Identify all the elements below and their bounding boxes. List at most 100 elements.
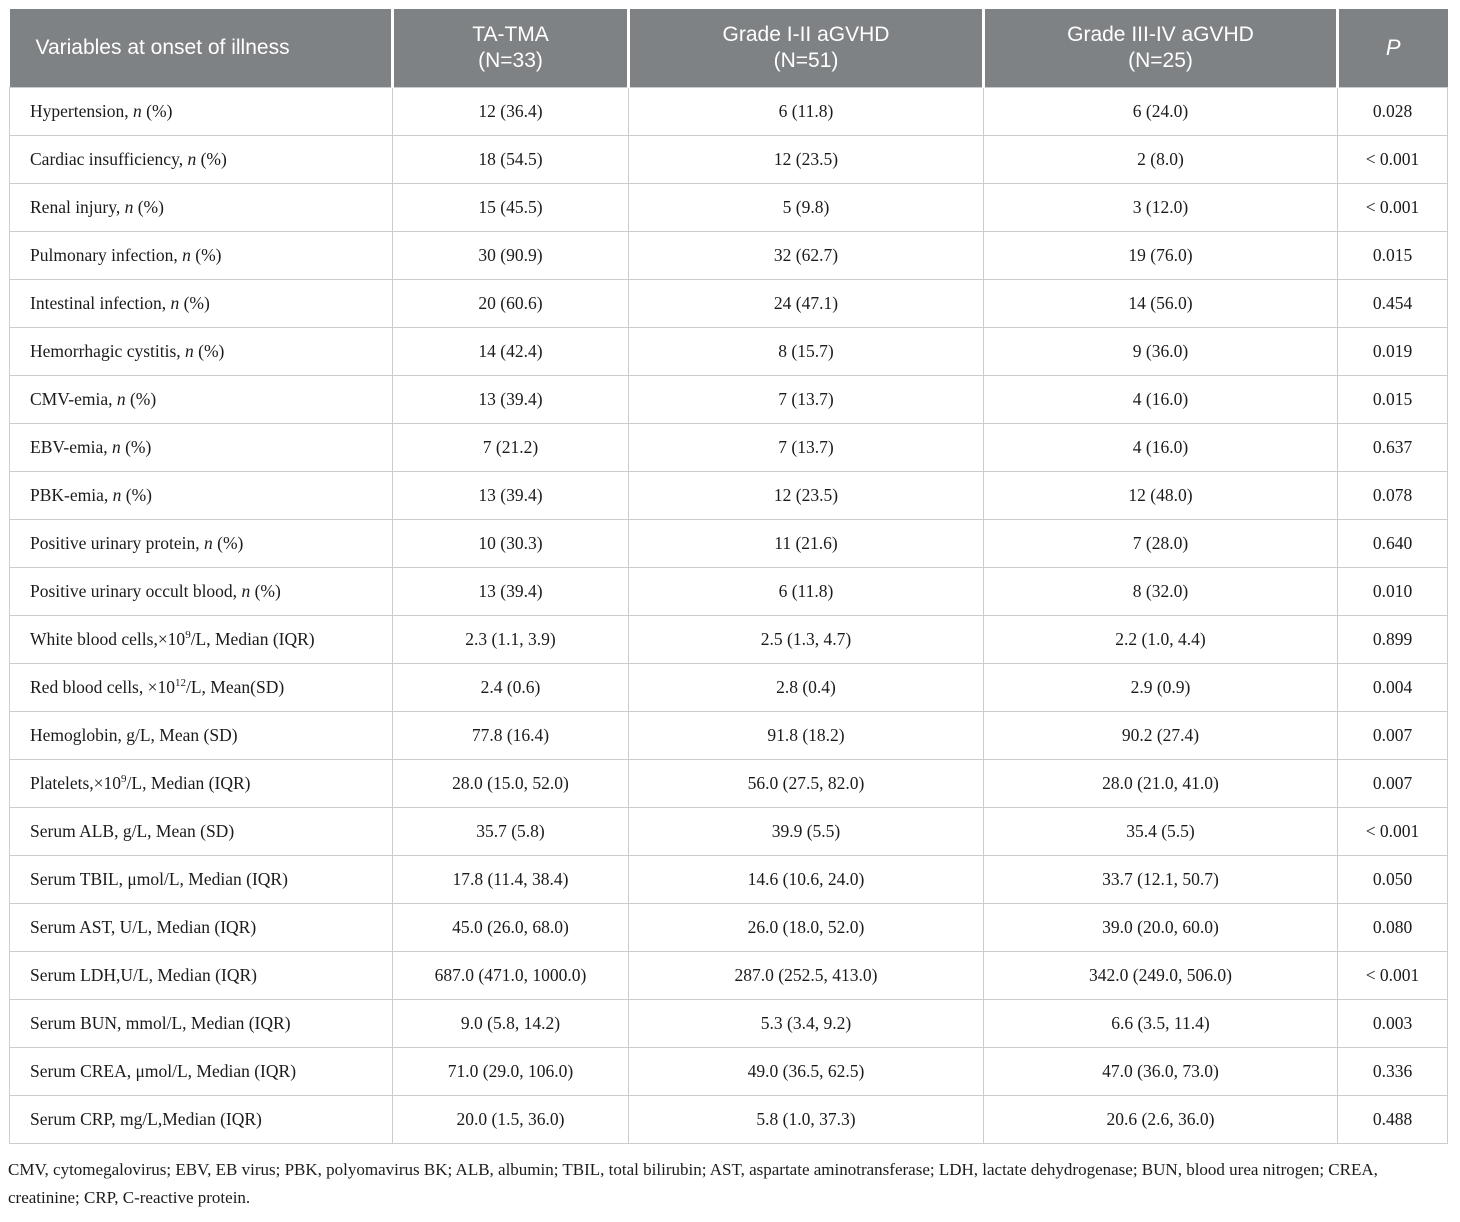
table-row: PBK-emia, n (%) 13 (39.4) 12 (23.5) 12 (48.… <box>9 471 1448 520</box>
value-cell: 32 (62.7) <box>628 231 984 280</box>
value-cell: 6 (24.0) <box>983 87 1338 136</box>
value-cell: 35.7 (5.8) <box>392 807 629 856</box>
p-value-cell: 0.080 <box>1337 903 1448 952</box>
p-value-cell: 0.637 <box>1337 423 1448 472</box>
row-label: White blood cells,×109/L, Median (IQR) <box>9 615 393 664</box>
table-row: Serum CREA, μmol/L, Median (IQR) 71.0 (29… <box>9 1047 1448 1096</box>
value-cell: 11 (21.6) <box>628 519 984 568</box>
value-cell: 2.2 (1.0, 4.4) <box>983 615 1338 664</box>
value-cell: 7 (13.7) <box>628 423 984 472</box>
value-cell: 33.7 (12.1, 50.7) <box>983 855 1338 904</box>
table-row: Serum CRP, mg/L,Median (IQR) 20.0 (1.5, 3… <box>9 1095 1448 1144</box>
p-value-cell: 0.015 <box>1337 231 1448 280</box>
row-label: Serum ALB, g/L, Mean (SD) <box>9 807 393 856</box>
value-cell: 71.0 (29.0, 106.0) <box>392 1047 629 1096</box>
value-cell: 287.0 (252.5, 413.0) <box>628 951 984 1000</box>
table-row: Positive urinary protein, n (%) 10 (30.3)… <box>9 519 1448 568</box>
value-cell: 7 (13.7) <box>628 375 984 424</box>
p-value-cell: 0.336 <box>1337 1047 1448 1096</box>
row-label: Hemorrhagic cystitis, n (%) <box>9 327 393 376</box>
value-cell: 5.3 (3.4, 9.2) <box>628 999 984 1048</box>
value-cell: 49.0 (36.5, 62.5) <box>628 1047 984 1096</box>
col-header-p-value: P <box>1336 9 1448 88</box>
p-value-cell: 0.078 <box>1337 471 1448 520</box>
row-label: Hypertension, n (%) <box>9 87 393 136</box>
value-cell: 6 (11.8) <box>628 87 984 136</box>
row-label: Serum CREA, μmol/L, Median (IQR) <box>9 1047 393 1096</box>
p-value-cell: 0.488 <box>1337 1095 1448 1144</box>
value-cell: 30 (90.9) <box>392 231 629 280</box>
value-cell: 8 (32.0) <box>983 567 1338 616</box>
value-cell: 2.4 (0.6) <box>392 663 629 712</box>
value-cell: 3 (12.0) <box>983 183 1338 232</box>
value-cell: 14.6 (10.6, 24.0) <box>628 855 984 904</box>
value-cell: 2.3 (1.1, 3.9) <box>392 615 629 664</box>
table-row: Positive urinary occult blood, n (%) 13 (… <box>9 567 1448 616</box>
row-label: PBK-emia, n (%) <box>9 471 393 520</box>
value-cell: 7 (28.0) <box>983 519 1338 568</box>
value-cell: 20 (60.6) <box>392 279 629 328</box>
value-cell: 13 (39.4) <box>392 375 629 424</box>
value-cell: 24 (47.1) <box>628 279 984 328</box>
p-value-cell: 0.007 <box>1337 759 1448 808</box>
p-value-cell: 0.899 <box>1337 615 1448 664</box>
value-cell: 12 (48.0) <box>983 471 1338 520</box>
value-cell: 77.8 (16.4) <box>392 711 629 760</box>
row-label: Intestinal infection, n (%) <box>9 279 393 328</box>
value-cell: 20.0 (1.5, 36.0) <box>392 1095 629 1144</box>
table-row: Hemorrhagic cystitis, n (%) 14 (42.4) 8 (1… <box>9 327 1448 376</box>
row-label: Positive urinary protein, n (%) <box>9 519 393 568</box>
p-value-cell: < 0.001 <box>1337 807 1448 856</box>
value-cell: 39.9 (5.5) <box>628 807 984 856</box>
p-value-cell: 0.019 <box>1337 327 1448 376</box>
value-cell: 687.0 (471.0, 1000.0) <box>392 951 629 1000</box>
row-label: Serum TBIL, μmol/L, Median (IQR) <box>9 855 393 904</box>
row-label: Positive urinary occult blood, n (%) <box>9 567 393 616</box>
value-cell: 9.0 (5.8, 14.2) <box>392 999 629 1048</box>
table-row: Serum BUN, mmol/L, Median (IQR) 9.0 (5.8,… <box>9 999 1448 1048</box>
table-footnote: CMV, cytomegalovirus; EBV, EB virus; PBK… <box>8 1160 1378 1207</box>
row-label: Renal injury, n (%) <box>9 183 393 232</box>
row-label: Serum AST, U/L, Median (IQR) <box>9 903 393 952</box>
value-cell: 18 (54.5) <box>392 135 629 184</box>
value-cell: 35.4 (5.5) <box>983 807 1338 856</box>
table-row: Red blood cells, ×1012/L, Mean(SD) 2.4 (0… <box>9 663 1448 712</box>
table-row: CMV-emia, n (%) 13 (39.4) 7 (13.7) 4 (16.0)… <box>9 375 1448 424</box>
table-row: Serum TBIL, μmol/L, Median (IQR) 17.8 (11… <box>9 855 1448 904</box>
table-row: Hemoglobin, g/L, Mean (SD) 77.8 (16.4) 91.… <box>9 711 1448 760</box>
table-row: Pulmonary infection, n (%) 30 (90.9) 32 (6… <box>9 231 1448 280</box>
row-label: Red blood cells, ×1012/L, Mean(SD) <box>9 663 393 712</box>
value-cell: 56.0 (27.5, 82.0) <box>628 759 984 808</box>
p-value-cell: 0.454 <box>1337 279 1448 328</box>
value-cell: 6.6 (3.5, 11.4) <box>983 999 1338 1048</box>
value-cell: 8 (15.7) <box>628 327 984 376</box>
value-cell: 19 (76.0) <box>983 231 1338 280</box>
row-label: Hemoglobin, g/L, Mean (SD) <box>9 711 393 760</box>
p-value-cell: 0.003 <box>1337 999 1448 1048</box>
table-row: Serum LDH,U/L, Median (IQR) 687.0 (471.0,… <box>9 951 1448 1000</box>
value-cell: 39.0 (20.0, 60.0) <box>983 903 1338 952</box>
row-label: Pulmonary infection, n (%) <box>9 231 393 280</box>
row-label: Serum CRP, mg/L,Median (IQR) <box>9 1095 393 1144</box>
value-cell: 47.0 (36.0, 73.0) <box>983 1047 1338 1096</box>
p-value-cell: 0.028 <box>1337 87 1448 136</box>
table-row: Renal injury, n (%) 15 (45.5) 5 (9.8) 3 (12… <box>9 183 1448 232</box>
table-row: Serum AST, U/L, Median (IQR) 45.0 (26.0, … <box>9 903 1448 952</box>
row-label: Cardiac insufficiency, n (%) <box>9 135 393 184</box>
value-cell: 10 (30.3) <box>392 519 629 568</box>
value-cell: 12 (23.5) <box>628 471 984 520</box>
row-label: Serum BUN, mmol/L, Median (IQR) <box>9 999 393 1048</box>
table-row: Hypertension, n (%) 12 (36.4) 6 (11.8) 6 (2… <box>9 87 1448 136</box>
value-cell: 2 (8.0) <box>983 135 1338 184</box>
header-row: Variables at onset of illness TA-TMA (N=… <box>9 9 1448 88</box>
value-cell: 17.8 (11.4, 38.4) <box>392 855 629 904</box>
col-header-grade-1-2-agvhd: Grade I-II aGVHD (N=51) <box>627 9 984 88</box>
value-cell: 12 (36.4) <box>392 87 629 136</box>
table-body: Hypertension, n (%) 12 (36.4) 6 (11.8) 6 (2… <box>9 87 1448 1144</box>
table-row: White blood cells,×109/L, Median (IQR) 2.… <box>9 615 1448 664</box>
value-cell: 28.0 (15.0, 52.0) <box>392 759 629 808</box>
row-label: CMV-emia, n (%) <box>9 375 393 424</box>
clinical-variables-table: Variables at onset of illness TA-TMA (N=… <box>9 9 1448 1144</box>
value-cell: 13 (39.4) <box>392 567 629 616</box>
table-row: EBV-emia, n (%) 7 (21.2) 7 (13.7) 4 (16.0) 0… <box>9 423 1448 472</box>
